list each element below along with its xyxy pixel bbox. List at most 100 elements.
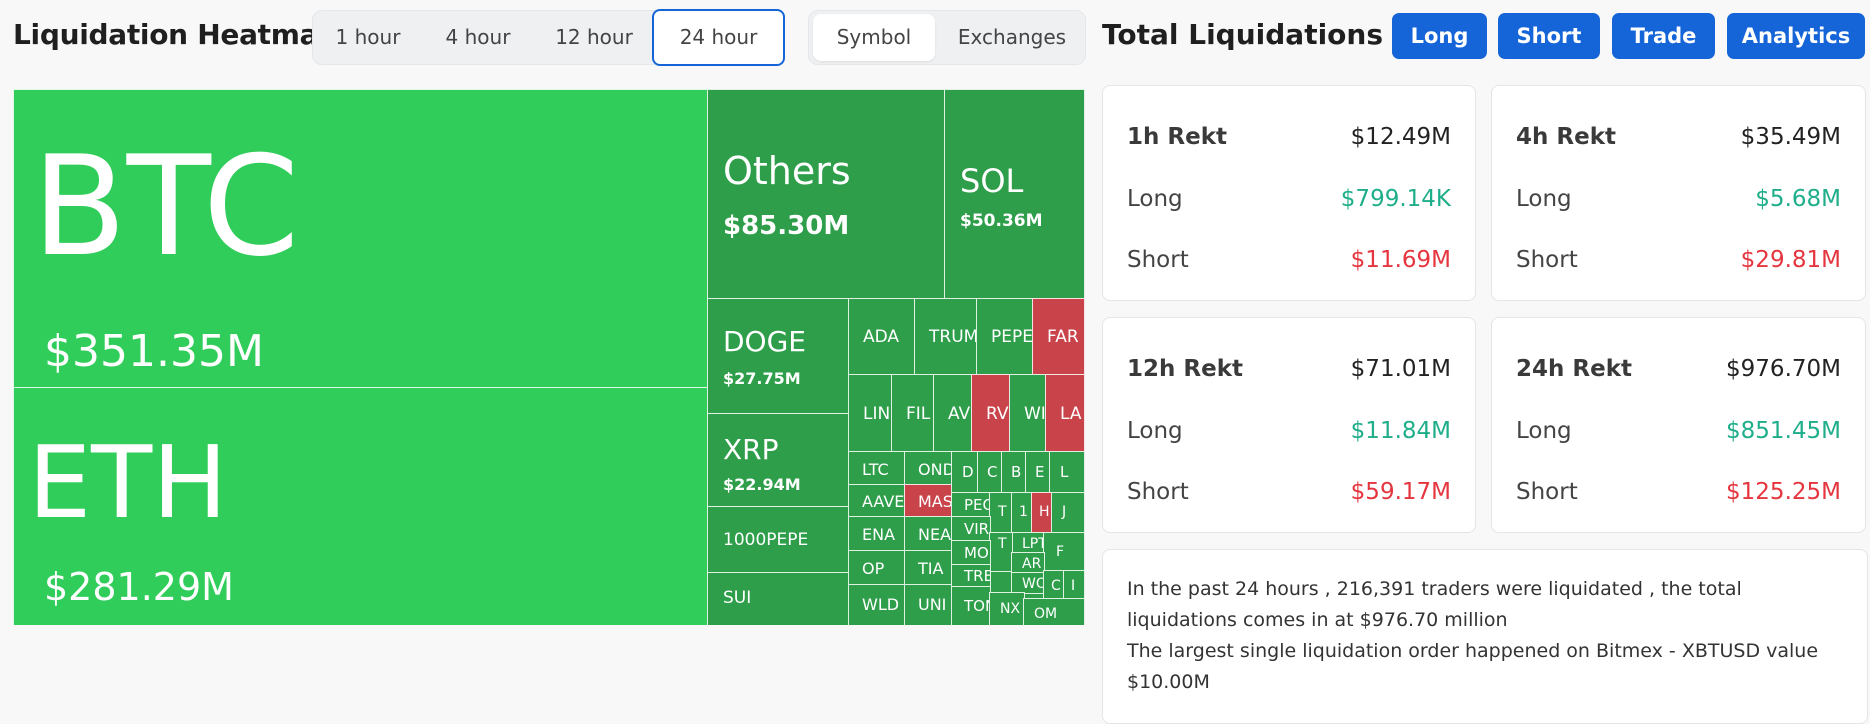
short-button[interactable]: Short [1498, 13, 1600, 59]
long-value: $5.68M [1755, 186, 1841, 212]
tile-symbol: LPT [1022, 536, 1045, 552]
tile-small[interactable]: I [1063, 570, 1085, 600]
tile-ada[interactable]: ADA [848, 298, 916, 376]
tile-small[interactable]: WO [1011, 572, 1045, 594]
card-total: $71.01M [1350, 356, 1451, 382]
tile-small[interactable]: OM [1023, 598, 1085, 625]
tile-symbol: SOL [960, 162, 1024, 200]
tab-1-hour[interactable]: 1 hour [335, 25, 401, 49]
heatmap-title: Liquidation Heatmap [13, 18, 338, 51]
tile-others[interactable]: Others $85.30M [707, 89, 946, 300]
card-title: 4h Rekt [1516, 124, 1616, 150]
tile-symbol: LIN [863, 404, 891, 424]
tile-aave[interactable]: AAVE [848, 484, 906, 518]
tile-value: $281.29M [44, 565, 234, 609]
tile-xrp[interactable]: XRP $22.94M [707, 413, 850, 508]
tile-btc[interactable]: BTC $351.35M [13, 89, 708, 389]
tile-av[interactable]: AV [933, 374, 973, 453]
tile-value: $27.75M [723, 369, 801, 388]
tile-ond[interactable]: OND [904, 451, 953, 486]
tile-small[interactable]: L [1049, 451, 1085, 494]
card-title: 1h Rekt [1127, 124, 1227, 150]
short-value: $29.81M [1740, 247, 1841, 273]
tile-uni[interactable]: UNI [904, 584, 953, 625]
tile-small[interactable]: C [977, 451, 1003, 494]
tile-small[interactable]: PEO [951, 492, 991, 518]
liquidation-treemap: BTC $351.35M ETH $281.29M Others $85.30M… [13, 89, 1085, 625]
tile-small[interactable]: H [1031, 492, 1053, 534]
tile-rv[interactable]: RV [971, 374, 1011, 453]
tile-mas[interactable]: MAS [904, 484, 953, 518]
tab-24-hour[interactable]: 24 hour [652, 9, 785, 66]
summary-text: In the past 24 hours , 216,391 traders w… [1127, 578, 1742, 631]
short-value: $11.69M [1350, 247, 1451, 273]
card-title: 12h Rekt [1127, 356, 1243, 382]
tab-symbol[interactable]: Symbol [813, 14, 935, 61]
tile-eth[interactable]: ETH $281.29M [13, 387, 708, 625]
tab-exchanges[interactable]: Exchanges [957, 25, 1067, 49]
tile-1000pepe[interactable]: 1000PEPE [707, 506, 850, 574]
tile-symbol: C [987, 463, 998, 481]
tile-small[interactable]: 1 [1011, 492, 1033, 534]
tile-symbol: ETH [28, 424, 228, 541]
tile-symbol: Others [723, 149, 851, 193]
trade-button[interactable]: Trade [1612, 13, 1715, 59]
tile-symbol: SUI [723, 588, 752, 608]
tab-4-hour[interactable]: 4 hour [445, 25, 511, 49]
tile-small[interactable]: D [951, 451, 979, 494]
tile-sol[interactable]: SOL $50.36M [944, 89, 1085, 300]
tile-small[interactable]: TRE [951, 564, 991, 588]
tile-symbol: ADA [863, 327, 900, 347]
long-button[interactable]: Long [1392, 13, 1487, 59]
tile-small[interactable]: F [1043, 532, 1085, 572]
card-12h-rekt: 12h Rekt $71.01M Long $11.84M Short $59.… [1102, 317, 1476, 533]
tile-small[interactable]: J [1051, 492, 1085, 534]
tile-ena[interactable]: ENA [848, 516, 906, 552]
long-value: $11.84M [1350, 418, 1451, 444]
tile-symbol: E [1035, 463, 1045, 481]
tile-small[interactable]: TON [951, 586, 991, 625]
tile-value: $351.35M [44, 326, 264, 377]
tile-symbol: ENA [862, 525, 896, 544]
tile-lin[interactable]: LIN [848, 374, 893, 453]
tile-nea[interactable]: NEA [904, 516, 953, 552]
tile-sui[interactable]: SUI [707, 572, 850, 625]
tile-small[interactable]: T [989, 532, 1013, 572]
tile-small[interactable]: LPT [1011, 532, 1045, 554]
tile-value: $22.94M [723, 475, 801, 494]
tile-symbol: PEPE [991, 327, 1033, 347]
tile-small[interactable]: C [1043, 570, 1065, 600]
analytics-button[interactable]: Analytics [1727, 13, 1865, 59]
tile-op[interactable]: OP [848, 550, 906, 586]
tile-symbol: WO [1022, 576, 1045, 592]
short-label: Short [1516, 247, 1578, 273]
tile-small[interactable]: E [1025, 451, 1051, 494]
tile-trum[interactable]: TRUM [914, 298, 978, 376]
tile-symbol: VIR [964, 520, 990, 538]
tile-small[interactable]: B [1001, 451, 1027, 494]
tile-symbol: MO [964, 544, 989, 562]
card-total: $976.70M [1726, 356, 1841, 382]
tab-12-hour[interactable]: 12 hour [555, 25, 633, 49]
tile-symbol: B [1011, 463, 1022, 481]
tile-small[interactable]: AR [1011, 552, 1045, 574]
tile-small[interactable]: NX [989, 592, 1025, 625]
tile-tia[interactable]: TIA [904, 550, 953, 586]
tile-symbol: AR [1022, 556, 1042, 572]
tile-fil[interactable]: FIL [891, 374, 935, 453]
tile-small[interactable]: VIR [951, 516, 991, 542]
tile-symbol: T [998, 536, 1007, 552]
tile-ltc[interactable]: LTC [848, 451, 906, 486]
tile-symbol: NEA [918, 525, 952, 544]
tile-wi[interactable]: WI [1009, 374, 1047, 453]
tile-la[interactable]: LA [1045, 374, 1085, 453]
tile-small[interactable]: MO [951, 540, 991, 566]
liquidation-summary: In the past 24 hours , 216,391 traders w… [1102, 549, 1868, 724]
tile-symbol: 1000PEPE [723, 530, 809, 550]
tile-symbol: L [1060, 463, 1069, 481]
tile-far[interactable]: FAR [1032, 298, 1085, 376]
tile-pepe[interactable]: PEPE [976, 298, 1034, 376]
tile-wld[interactable]: WLD [848, 584, 906, 625]
tile-doge[interactable]: DOGE $27.75M [707, 298, 850, 415]
tile-small[interactable]: T [989, 492, 1013, 534]
